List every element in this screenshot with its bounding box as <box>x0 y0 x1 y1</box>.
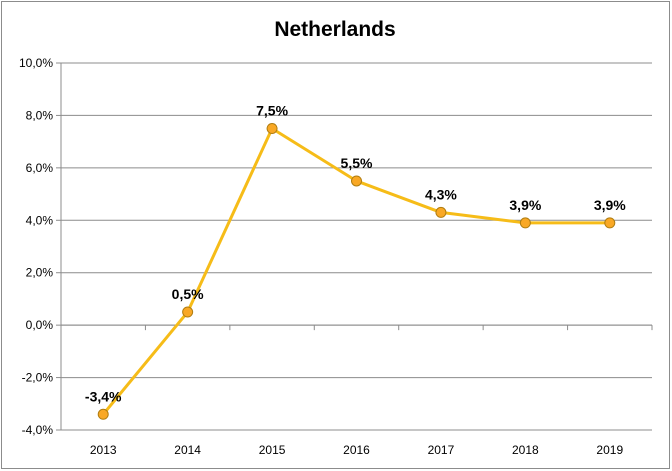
y-tick-label: 6,0% <box>26 161 54 175</box>
x-tick-label: 2018 <box>512 443 539 457</box>
y-tick-label: 8,0% <box>26 108 54 122</box>
data-point <box>182 306 194 318</box>
data-label: 0,5% <box>172 286 204 302</box>
data-point <box>604 217 616 229</box>
y-tick-labels: -4,0% -2,0% 0,0% 2,0% 4,0% 6,0% 8,0% 10,0% <box>19 56 53 437</box>
x-tick-label: 2017 <box>428 443 455 457</box>
data-point <box>519 217 531 229</box>
x-tick-label: 2019 <box>596 443 623 457</box>
y-tick-label: 10,0% <box>19 56 53 70</box>
x-tick-label: 2016 <box>343 443 370 457</box>
data-label: -3,4% <box>85 388 122 404</box>
y-tick-label: -2,0% <box>22 371 54 385</box>
series-line-group <box>102 127 610 416</box>
y-tick-label: 0,0% <box>26 318 54 332</box>
series-line <box>102 127 610 416</box>
axes <box>56 62 653 431</box>
y-tick-label: -4,0% <box>22 423 54 437</box>
data-label: 7,5% <box>256 103 288 119</box>
y-tick-label: 2,0% <box>26 266 54 280</box>
x-tick-label: 2015 <box>259 443 286 457</box>
data-point <box>266 123 278 135</box>
chart-title: Netherlands <box>274 18 395 41</box>
data-label: 5,5% <box>341 155 373 171</box>
data-labels: -3,4% 0,5% 7,5% 5,5% 4,3% 3,9% 3,9% <box>85 103 626 405</box>
data-label: 3,9% <box>594 197 626 213</box>
data-point <box>97 408 109 420</box>
x-tick-label: 2013 <box>90 443 117 457</box>
data-label: 4,3% <box>425 186 457 202</box>
data-points <box>97 123 616 420</box>
x-tick-label: 2014 <box>174 443 201 457</box>
data-point <box>351 175 362 187</box>
gridlines <box>61 62 652 431</box>
data-point <box>435 206 447 218</box>
y-tick-label: 4,0% <box>26 213 54 227</box>
data-label: 3,9% <box>509 197 541 213</box>
x-tick-labels: 2013 2014 2015 2016 2017 2018 2019 <box>90 443 624 457</box>
